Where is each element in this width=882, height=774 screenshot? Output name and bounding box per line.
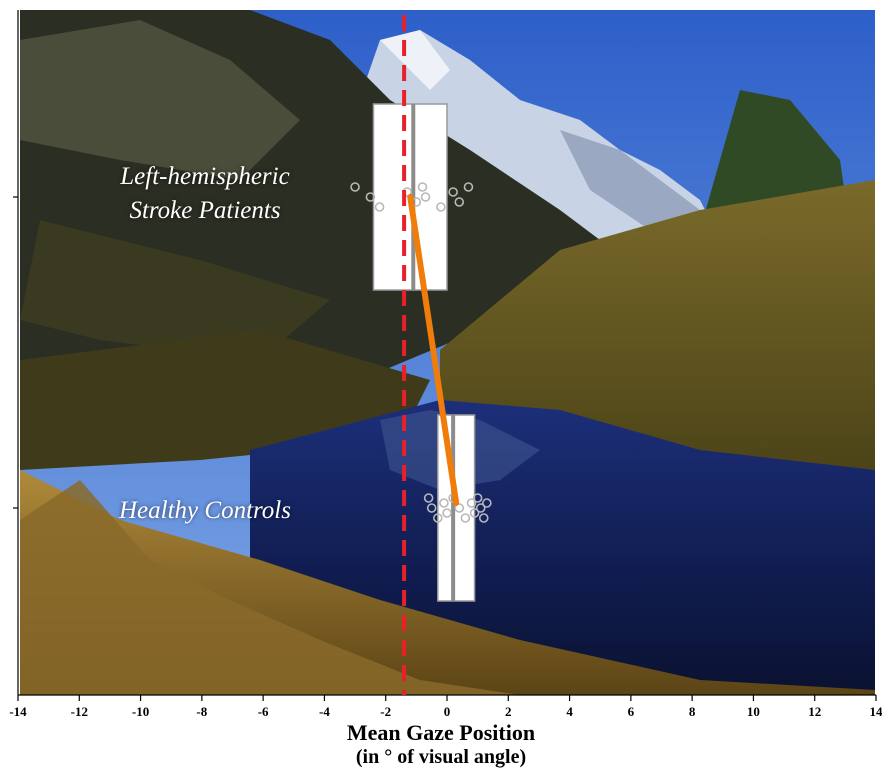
category-label-healthy-controls: Healthy Controls	[60, 494, 350, 528]
data-point	[454, 503, 465, 513]
x-axis-subtitle: (in ° of visual angle)	[355, 746, 527, 768]
data-point	[420, 192, 431, 202]
x-tick-label: -8	[196, 704, 207, 719]
x-tick-label: -2	[380, 704, 391, 719]
category-label-line: Left-hemispheric	[120, 163, 290, 190]
mean-connector-line	[407, 194, 460, 506]
data-point	[460, 513, 471, 523]
x-tick-label: -4	[319, 704, 330, 719]
data-point	[442, 508, 452, 518]
x-tick-label: 0	[444, 704, 451, 719]
data-point	[436, 202, 446, 212]
data-point	[426, 503, 437, 513]
x-tick-label: -14	[9, 704, 27, 719]
x-tick-label: 6	[628, 704, 635, 719]
x-tick-label: 14	[870, 704, 882, 719]
data-point	[417, 182, 428, 192]
x-tick-label: 2	[505, 704, 512, 719]
x-tick-label: -12	[71, 704, 88, 719]
x-tick-label: -6	[258, 704, 269, 719]
x-tick-label: -10	[132, 704, 149, 719]
data-point	[350, 182, 360, 192]
data-point	[463, 182, 474, 192]
x-tick-label: 10	[747, 704, 760, 719]
data-point	[439, 498, 449, 508]
data-point	[448, 187, 458, 197]
data-point	[466, 498, 477, 508]
category-label-stroke-patients: Left-hemispheric Stroke Patients	[60, 160, 350, 228]
category-label-line: Stroke Patients	[129, 197, 281, 224]
x-tick-label: 12	[808, 704, 821, 719]
category-label-line: Healthy Controls	[119, 497, 291, 524]
data-point	[469, 508, 480, 518]
x-axis-title: Mean Gaze Position	[346, 720, 536, 745]
x-tick-label: 4	[566, 704, 573, 719]
data-point	[482, 498, 492, 508]
data-point	[374, 202, 385, 212]
box	[437, 414, 476, 602]
data-point	[423, 493, 434, 503]
data-point	[472, 493, 483, 503]
data-point	[365, 192, 376, 202]
data-point	[475, 503, 486, 513]
data-point	[433, 513, 443, 523]
data-point	[454, 197, 465, 207]
data-point	[478, 513, 489, 523]
x-tick-label: 8	[689, 704, 696, 719]
